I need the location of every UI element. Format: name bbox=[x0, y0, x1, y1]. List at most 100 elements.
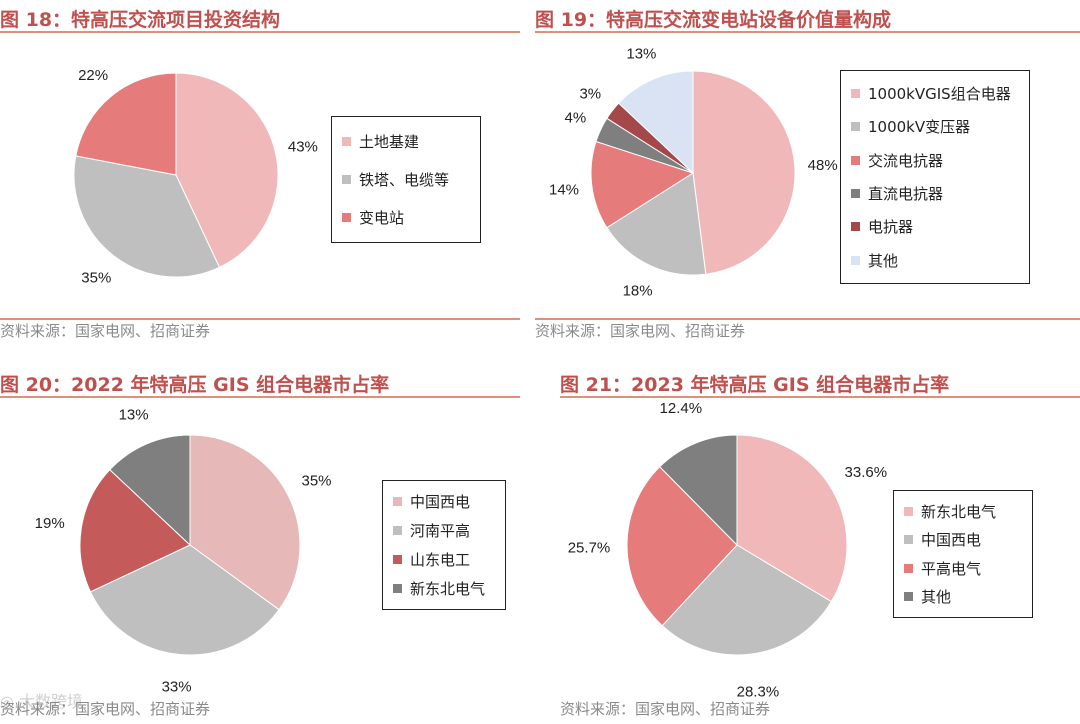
legend-item: 平高电气 bbox=[904, 558, 1022, 579]
legend-item: 交流电抗器 bbox=[851, 150, 1019, 171]
slice-percent-label: 3% bbox=[579, 85, 601, 102]
legend-label: 其他 bbox=[868, 251, 899, 270]
slice-percent-label: 28.3% bbox=[737, 684, 780, 701]
legend-swatch bbox=[393, 497, 402, 506]
chart-18-source-rule bbox=[0, 318, 520, 320]
chart-19-source-rule bbox=[535, 318, 1080, 320]
chart-19-pie: 48% 18% 14% 4% 3% 13% bbox=[549, 46, 838, 300]
legend-swatch bbox=[851, 255, 860, 265]
legend-label: 中国西电 bbox=[921, 531, 982, 550]
slice-percent-label: 19% bbox=[35, 515, 65, 532]
chart-19-title: 图 19：特高压交流变电站设备价值量构成 bbox=[535, 9, 892, 31]
legend-item: 其他 bbox=[851, 250, 1019, 271]
chart-18-legend: 土地基建铁塔、电缆等 变电站 bbox=[331, 116, 481, 243]
chart-19-source: 资料来源：国家电网、招商证券 bbox=[535, 322, 746, 340]
legend-swatch bbox=[393, 555, 402, 564]
legend-label: 平高电气 bbox=[921, 559, 982, 578]
pie-slice bbox=[189, 434, 301, 611]
chart-19-legend: 1000kVGIS组合电器 1000kV变压器 交流电抗器直流电抗器电抗器其他 bbox=[840, 70, 1030, 284]
pie-slice bbox=[89, 544, 280, 656]
watermark-logo: ◎ 大数跨境 bbox=[0, 692, 84, 711]
chart-18-pie: 43% 35% 22% bbox=[73, 67, 318, 287]
slice-percent-label: 35% bbox=[301, 473, 331, 490]
legend-swatch bbox=[851, 122, 860, 132]
chart-21-pie: 33.6% 28.3% 25.7% 12.4% bbox=[568, 400, 888, 700]
legend-item: 中国西电 bbox=[904, 529, 1022, 550]
pie-slice bbox=[175, 72, 279, 268]
chart-18-source: 资料来源：国家电网、招商证券 bbox=[0, 322, 211, 340]
legend-swatch bbox=[851, 155, 860, 165]
legend-swatch bbox=[904, 535, 913, 545]
legend-item: 其他 bbox=[904, 586, 1022, 607]
legend-label: 1000kV变压器 bbox=[868, 118, 971, 137]
legend-swatch bbox=[342, 137, 351, 147]
legend-swatch bbox=[851, 222, 860, 232]
slice-percent-label: 33% bbox=[162, 678, 192, 695]
legend-item: 变电站 bbox=[342, 207, 470, 228]
legend-swatch bbox=[851, 89, 860, 99]
pie-slice bbox=[109, 434, 191, 547]
pie-slice bbox=[626, 466, 738, 627]
legend-swatch bbox=[904, 506, 913, 516]
chart-18-title-rule bbox=[0, 31, 520, 33]
legend-item: 新东北电气 bbox=[393, 578, 495, 599]
slice-percent-label: 18% bbox=[623, 283, 653, 300]
legend-label: 交流电抗器 bbox=[868, 151, 944, 170]
slice-percent-label: 4% bbox=[565, 110, 587, 127]
slice-percent-label: 33.6% bbox=[845, 464, 888, 481]
chart-21-title: 图 21：2023 年特高压 GIS 组合电器市占率 bbox=[560, 374, 950, 396]
legend-label: 铁塔、电缆等 bbox=[359, 170, 450, 189]
legend-item: 1000kVGIS组合电器 bbox=[851, 83, 1019, 104]
slice-percent-label: 35% bbox=[81, 270, 111, 287]
pie-slice bbox=[692, 70, 796, 275]
legend-item: 山东电工 bbox=[393, 549, 495, 570]
legend-item: 电抗器 bbox=[851, 216, 1019, 237]
pie-slice bbox=[617, 70, 694, 175]
slice-percent-label: 25.7% bbox=[568, 539, 611, 556]
chart-21-legend: 新东北电气中国西电平高电气其他 bbox=[893, 490, 1033, 618]
slice-percent-label: 43% bbox=[288, 139, 318, 156]
legend-swatch bbox=[851, 189, 860, 199]
legend-item: 中国西电 bbox=[393, 491, 495, 512]
legend-swatch bbox=[393, 526, 402, 535]
legend-item: 土地基建 bbox=[342, 131, 470, 152]
chart-20-pie: 35% 33% 19% 13% bbox=[35, 407, 332, 696]
chart-21-title-rule bbox=[560, 396, 1080, 398]
legend-swatch bbox=[904, 592, 913, 602]
pie-slice bbox=[659, 434, 738, 547]
pie-slice bbox=[606, 172, 707, 276]
legend-label: 河南平高 bbox=[410, 522, 471, 540]
legend-label: 土地基建 bbox=[359, 133, 420, 152]
slice-percent-label: 22% bbox=[78, 67, 108, 84]
legend-swatch bbox=[393, 584, 402, 593]
legend-label: 1000kVGIS组合电器 bbox=[868, 85, 1011, 104]
legend-item: 直流电抗器 bbox=[851, 183, 1019, 204]
legend-swatch bbox=[904, 563, 913, 573]
pie-slice bbox=[736, 434, 848, 603]
legend-item: 河南平高 bbox=[393, 520, 495, 541]
legend-label: 电抗器 bbox=[868, 218, 914, 237]
legend-label: 其他 bbox=[921, 588, 952, 607]
legend-item: 1000kV变压器 bbox=[851, 116, 1019, 137]
chart-21-source: 资料来源：国家电网、招商证券 bbox=[560, 700, 771, 718]
legend-item: 铁塔、电缆等 bbox=[342, 169, 470, 190]
pie-slice bbox=[75, 72, 177, 176]
chart-20-title-rule bbox=[0, 396, 520, 398]
legend-label: 中国西电 bbox=[410, 493, 471, 511]
legend-label: 新东北电气 bbox=[410, 580, 486, 598]
pie-slice bbox=[79, 468, 191, 593]
chart-20-legend: 中国西电河南平高山东电工新东北电气 bbox=[382, 480, 506, 610]
legend-item: 新东北电气 bbox=[904, 501, 1022, 522]
slice-percent-label: 12.4% bbox=[660, 400, 703, 417]
slice-percent-label: 48% bbox=[808, 157, 838, 174]
chart-18-title: 图 18：特高压交流项目投资结构 bbox=[0, 9, 281, 31]
legend-label: 山东电工 bbox=[410, 551, 471, 569]
legend-label: 变电站 bbox=[359, 208, 405, 227]
pie-slice bbox=[661, 544, 833, 656]
chart-20-source: 资料来源：国家电网、招商证券 bbox=[0, 700, 211, 718]
chart-20-title: 图 20：2022 年特高压 GIS 组合电器市占率 bbox=[0, 374, 390, 396]
legend-label: 直流电抗器 bbox=[868, 185, 944, 204]
legend-swatch bbox=[342, 174, 351, 184]
legend-label: 新东北电气 bbox=[921, 502, 997, 521]
pie-slice bbox=[590, 140, 695, 229]
